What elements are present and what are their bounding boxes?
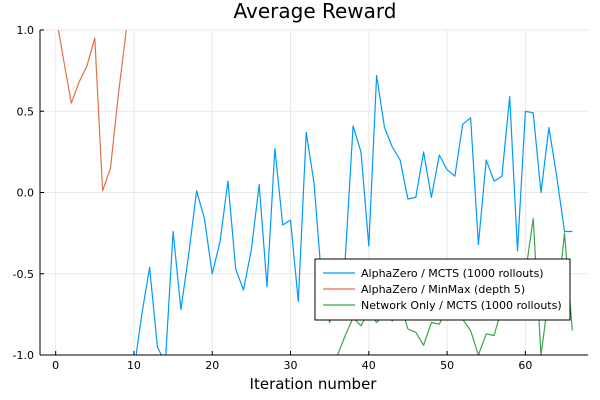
- tick-labels: 0 10 20 30 40 50 60 -1.0 -0.5 0.0 0.5 1.0: [13, 24, 533, 372]
- series-layer: [57, 30, 573, 355]
- legend-entry: AlphaZero / MinMax (depth 5): [361, 283, 525, 296]
- chart-title: Average Reward: [234, 0, 397, 23]
- legend-entry: Network Only / MCTS (1000 rollouts): [361, 299, 562, 312]
- y-tick-label: -1.0: [13, 349, 34, 362]
- axes: [39, 29, 588, 356]
- legend-entry: AlphaZero / MCTS (1000 rollouts): [361, 267, 544, 280]
- series-line: [57, 30, 127, 192]
- y-tick-label: -0.5: [13, 268, 34, 281]
- x-tick-label: 20: [205, 359, 219, 372]
- x-tick-label: 60: [518, 359, 532, 372]
- y-tick-label: 0.5: [17, 105, 35, 118]
- x-tick-label: 40: [362, 359, 376, 372]
- x-tick-label: 30: [284, 359, 298, 372]
- series-line: [135, 74, 573, 355]
- x-tick-label: 50: [440, 359, 454, 372]
- legend-box: [314, 258, 571, 321]
- legend: AlphaZero / MCTS (1000 rollouts) AlphaZer…: [314, 258, 571, 321]
- x-tick-label: 10: [127, 359, 141, 372]
- x-tick-label: 0: [52, 359, 59, 372]
- x-axis-label: Iteration number: [250, 375, 378, 393]
- y-tick-label: 1.0: [17, 24, 35, 37]
- y-tick-label: 0.0: [17, 187, 35, 200]
